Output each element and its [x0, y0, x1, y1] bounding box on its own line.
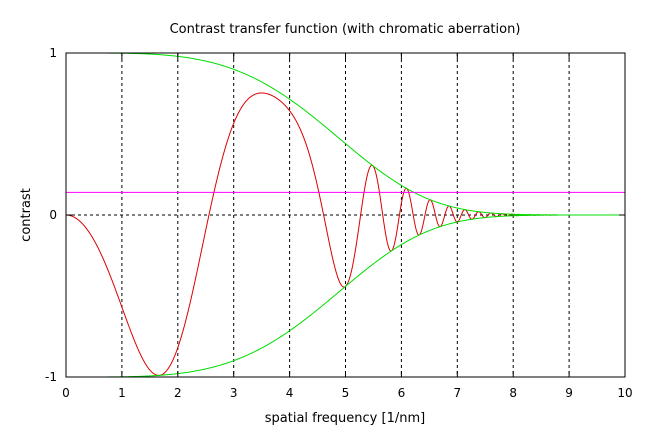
- x-tick-label: 8: [509, 386, 517, 400]
- chart-title: Contrast transfer function (with chromat…: [170, 22, 521, 37]
- x-tick-label: 4: [286, 386, 294, 400]
- x-tick-label: 6: [398, 386, 406, 400]
- series-line-1: [66, 52, 625, 216]
- x-tick-label: 0: [62, 386, 70, 400]
- x-tick-label: 7: [453, 386, 461, 400]
- y-axis-label: contrast: [19, 188, 34, 242]
- x-tick-label: 10: [617, 386, 632, 400]
- x-tick-label: 3: [230, 386, 238, 400]
- axis-ticks: 0 1 2 3 4 5 6 7 8 9 10 -1 0 1: [45, 46, 633, 400]
- y-tick-label: -1: [45, 370, 57, 384]
- y-tick-label: 0: [49, 208, 57, 222]
- y-tick-label: 1: [49, 46, 57, 60]
- data-series: [66, 52, 625, 378]
- series-line-2: [66, 214, 625, 378]
- x-axis-label: spatial frequency [1/nm]: [265, 411, 425, 426]
- x-tick-label: 9: [565, 386, 573, 400]
- x-tick-label: 2: [174, 386, 182, 400]
- x-tick-label: 1: [118, 386, 126, 400]
- x-tick-label: 5: [342, 386, 350, 400]
